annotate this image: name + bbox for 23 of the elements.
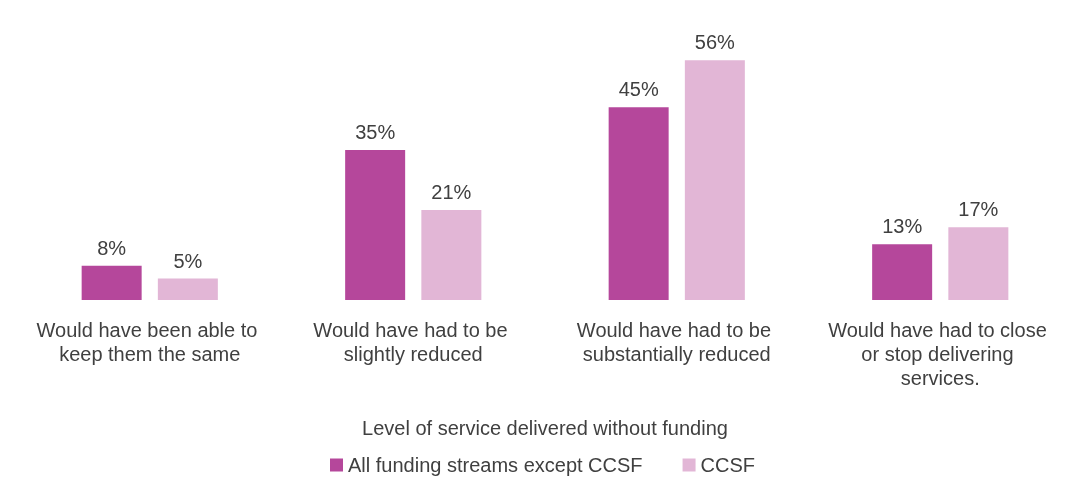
x-tick-label: Would have had to close or stop delivering services.	[828, 319, 1053, 389]
bar	[157, 278, 218, 300]
data-label: 56%	[694, 31, 736, 54]
x-tick-label: Would have had to be slightly reduced	[313, 319, 514, 365]
x-tick-label: Would have had to be substantially reduced	[576, 319, 777, 365]
bar	[421, 210, 482, 300]
data-label: 8%	[97, 236, 127, 259]
legend-label: All funding streams except CCSF	[348, 454, 643, 476]
bar	[608, 107, 669, 300]
data-label: 35%	[355, 121, 396, 144]
bar	[872, 244, 933, 300]
bar	[684, 60, 745, 300]
bar	[948, 227, 1009, 300]
x-axis-title: Level of service delivered without funding	[362, 417, 728, 439]
data-label: 21%	[431, 181, 472, 204]
bar	[81, 265, 142, 300]
bar	[345, 150, 406, 300]
legend-label: CCSF	[700, 454, 756, 476]
data-label: 5%	[173, 249, 203, 272]
data-label: 45%	[618, 78, 659, 101]
x-tick-label: Would have been able to keep them the same	[36, 319, 263, 365]
data-label: 13%	[882, 215, 923, 238]
data-label: 17%	[958, 198, 999, 221]
